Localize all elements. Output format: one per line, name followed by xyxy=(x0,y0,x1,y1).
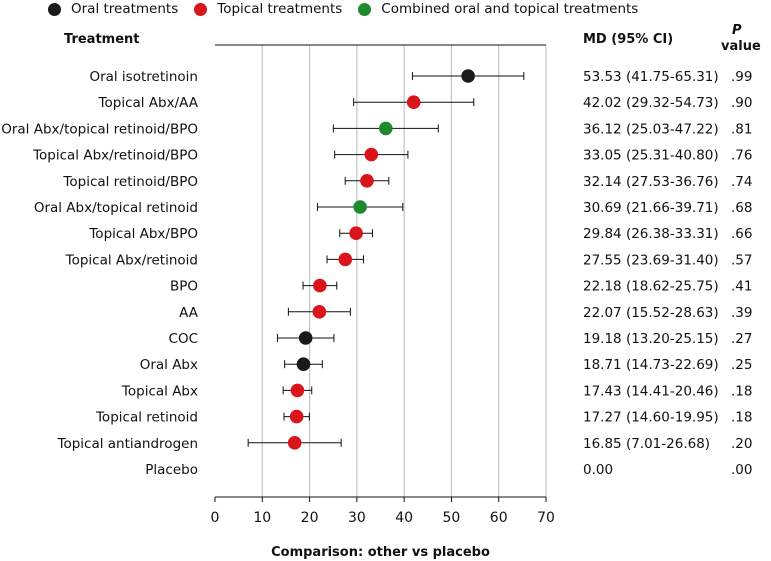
row-md-ci: 53.53 (41.75-65.31) xyxy=(583,69,719,85)
row-label: Topical retinoid xyxy=(95,410,198,426)
row-label: COC xyxy=(169,331,198,347)
row-md-ci: 16.85 (7.01-26.68) xyxy=(583,436,710,452)
legend-topical-dot-icon xyxy=(194,2,208,16)
row-label: Oral Abx/topical retinoid/BPO xyxy=(1,121,198,137)
row-p-value: .99 xyxy=(731,69,752,85)
point-estimate xyxy=(287,436,302,450)
row-md-ci: 36.12 (25.03-47.22) xyxy=(583,121,719,137)
row-label: Oral Abx xyxy=(140,357,198,373)
legend-item-oral: Oral treatments xyxy=(48,1,178,17)
row-label: Topical Abx/AA xyxy=(98,95,199,111)
x-axis-title: Comparison: other vs placebo xyxy=(271,545,490,560)
point-estimate xyxy=(298,331,313,345)
row-p-value: .76 xyxy=(731,148,752,164)
legend: Oral treatments Topical treatments Combi… xyxy=(48,0,654,18)
row-p-value: .66 xyxy=(731,226,752,242)
row-label: Oral isotretinoin xyxy=(89,69,198,85)
md-header: MD (95% CI) xyxy=(583,32,674,47)
row-md-ci: 27.55 (23.69-31.40) xyxy=(583,252,719,268)
row-label: Topical Abx/retinoid/BPO xyxy=(32,148,198,164)
row-label: Placebo xyxy=(145,462,198,478)
legend-oral-dot-icon xyxy=(48,2,61,16)
row-p-value: .57 xyxy=(731,252,752,268)
row-md-ci: 17.27 (14.60-19.95) xyxy=(583,410,719,426)
row-p-value: .74 xyxy=(731,174,752,190)
x-tick-label: 50 xyxy=(443,510,461,526)
point-estimate xyxy=(313,278,327,293)
row-p-value: .00 xyxy=(731,462,752,478)
point-estimate xyxy=(312,305,327,319)
row-p-value: .27 xyxy=(731,331,752,347)
row-md-ci: 22.07 (15.52-28.63) xyxy=(583,305,719,321)
point-estimate xyxy=(353,200,367,214)
point-estimate xyxy=(364,147,379,162)
point-estimate xyxy=(378,121,393,136)
row-md-ci: 32.14 (27.53-36.76) xyxy=(583,174,719,190)
row-label: Topical antiandrogen xyxy=(57,436,198,452)
point-estimate xyxy=(290,383,305,398)
row-p-value: .18 xyxy=(731,410,752,426)
x-tick-label: 70 xyxy=(537,510,555,526)
row-md-ci: 19.18 (13.20-25.15) xyxy=(583,331,719,347)
row-md-ci: 0.00 xyxy=(583,462,613,478)
row-p-value: .20 xyxy=(731,436,752,452)
legend-item-combined: Combined oral and topical treatments xyxy=(358,1,638,17)
point-estimate xyxy=(461,69,475,83)
x-tick-label: 20 xyxy=(301,510,319,526)
row-label: Oral Abx/topical retinoid xyxy=(34,200,198,216)
row-p-value: .41 xyxy=(731,279,752,295)
row-label: Topical retinoid/BPO xyxy=(62,174,198,190)
x-tick-label: 40 xyxy=(395,510,413,526)
row-label: AA xyxy=(179,305,199,321)
point-estimate xyxy=(360,174,374,188)
row-p-value: .81 xyxy=(731,121,752,137)
row-p-value: .68 xyxy=(731,200,752,216)
p-header-italic: P xyxy=(732,23,742,38)
row-label: Topical Abx/retinoid xyxy=(65,252,198,268)
x-tick-label: 60 xyxy=(490,510,508,526)
x-tick-label: 0 xyxy=(211,510,220,526)
row-md-ci: 22.18 (18.62-25.75) xyxy=(583,279,719,295)
row-md-ci: 18.71 (14.73-22.69) xyxy=(583,357,719,373)
row-p-value: .39 xyxy=(731,305,752,321)
point-estimate xyxy=(338,252,353,267)
legend-topical-label: Topical treatments xyxy=(217,1,343,17)
row-label: Topical Abx/BPO xyxy=(88,226,198,242)
row-md-ci: 29.84 (26.38-33.31) xyxy=(583,226,719,242)
row-p-value: .90 xyxy=(731,95,752,111)
row-label: Topical Abx xyxy=(121,383,198,399)
point-estimate xyxy=(349,226,363,240)
legend-combined-label: Combined oral and topical treatments xyxy=(381,1,639,17)
row-p-value: .18 xyxy=(731,383,752,399)
legend-item-topical: Topical treatments xyxy=(194,1,342,17)
row-md-ci: 42.02 (29.32-54.73) xyxy=(583,95,719,111)
x-tick-label: 10 xyxy=(253,510,271,526)
p-header-value: value xyxy=(721,39,761,54)
row-md-ci: 30.69 (21.66-39.71) xyxy=(583,200,719,216)
x-tick-label: 30 xyxy=(348,510,366,526)
legend-combined-dot-icon xyxy=(358,2,372,16)
point-estimate xyxy=(289,409,304,424)
row-md-ci: 33.05 (25.31-40.80) xyxy=(583,148,719,164)
row-label: BPO xyxy=(170,279,198,295)
treatment-header: Treatment xyxy=(64,32,140,47)
legend-oral-label: Oral treatments xyxy=(71,1,179,17)
point-estimate xyxy=(296,357,311,372)
row-p-value: .25 xyxy=(731,357,752,373)
row-md-ci: 17.43 (14.41-20.46) xyxy=(583,383,719,399)
point-estimate xyxy=(406,95,421,109)
